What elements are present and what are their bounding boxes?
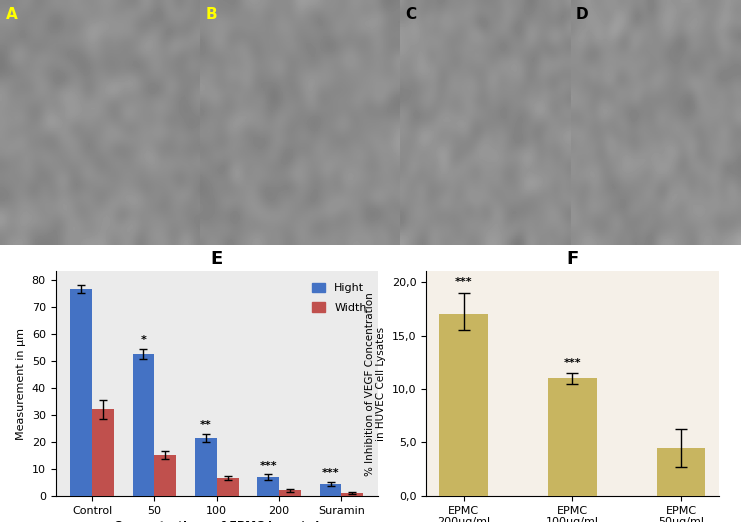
Bar [657, 448, 705, 496]
Title: E: E [210, 251, 223, 268]
Text: C: C [405, 7, 416, 22]
Text: D: D [576, 7, 588, 22]
Bar [439, 314, 488, 496]
Bar [216, 478, 239, 496]
Bar [342, 493, 363, 496]
Y-axis label: Measurement in μm: Measurement in μm [16, 328, 26, 440]
Legend: Hight, Width: Hight, Width [307, 277, 373, 318]
Text: B: B [206, 7, 218, 22]
Text: ***: *** [322, 468, 339, 478]
Text: **: ** [200, 420, 212, 431]
Y-axis label: % Inhibition of VEGF Concentration
in HUVEC Cell Lysates: % Inhibition of VEGF Concentration in HU… [365, 292, 386, 476]
Title: F: F [566, 251, 579, 268]
Bar [92, 409, 114, 496]
Text: ***: *** [564, 358, 581, 367]
X-axis label: Concentrations of EPMC in μg/ml: Concentrations of EPMC in μg/ml [114, 521, 319, 522]
Text: *: * [141, 335, 147, 345]
Bar [70, 289, 92, 496]
Text: ***: *** [259, 461, 277, 471]
Bar [279, 491, 301, 496]
Bar [257, 477, 279, 496]
Text: ***: *** [455, 278, 473, 288]
Bar [154, 455, 176, 496]
Bar [319, 484, 342, 496]
Bar [195, 438, 217, 496]
Text: A: A [6, 7, 18, 22]
Bar [548, 378, 597, 496]
Bar [133, 354, 154, 496]
